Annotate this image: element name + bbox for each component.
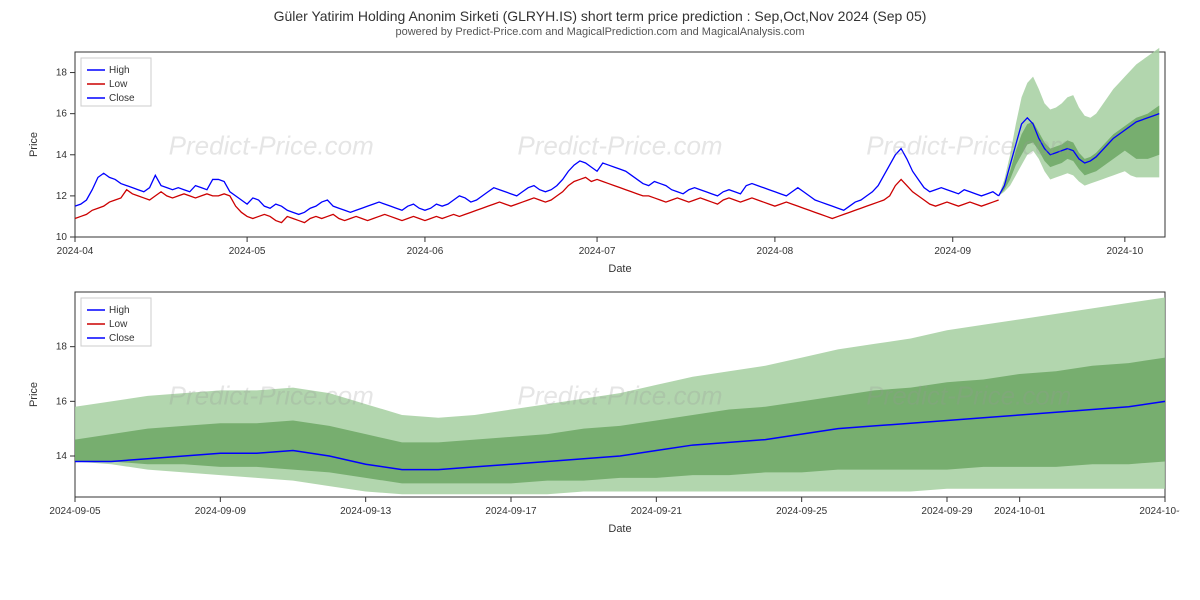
legend-label: Close	[109, 93, 135, 104]
y-axis-label: Price	[28, 382, 40, 407]
x-axis-label: Date	[608, 523, 631, 535]
chart-top: 10 12 14 16 18 2024-04 2024-05 2024-06 2024-07 20…	[20, 42, 1180, 282]
y-tick-label: 10	[56, 232, 68, 243]
y-tick-label: 14	[56, 451, 68, 462]
x-tick-label: 2024-09-09	[195, 506, 247, 517]
chart-bottom-wrap: 14 16 18 2024-09-05 2024-09-09 2024-09-13 2024…	[20, 282, 1180, 542]
y-axis-label: Price	[28, 132, 40, 157]
legend-label: High	[109, 305, 130, 316]
watermark: Predict-Price.com	[517, 381, 722, 411]
y-tick-label: 18	[56, 342, 68, 353]
x-tick-label: 2024-07	[579, 246, 616, 257]
watermark: Predict-Price.com	[169, 381, 374, 411]
watermark: Predict-Price.com	[866, 131, 1071, 161]
chart-title: Güler Yatirim Holding Anonim Sirketi (GL…	[0, 0, 1200, 24]
chart-top-wrap: 10 12 14 16 18 2024-04 2024-05 2024-06 2024-07 20…	[20, 42, 1180, 282]
x-tick-label: 2024-10	[1106, 246, 1143, 257]
legend-label: Close	[109, 333, 135, 344]
x-tick-label: 2024-09-17	[485, 506, 537, 517]
x-tick-label: 2024-09-29	[921, 506, 973, 517]
x-tick-label: 2024-06	[407, 246, 444, 257]
chart-bottom: 14 16 18 2024-09-05 2024-09-09 2024-09-13 2024…	[20, 282, 1180, 542]
y-tick-label: 16	[56, 396, 68, 407]
x-axis-label: Date	[608, 263, 631, 275]
watermark: Predict-Price.com	[866, 381, 1071, 411]
x-tick-label: 2024-08	[757, 246, 794, 257]
y-tick-label: 14	[56, 150, 68, 161]
x-tick-label: 2024-04	[57, 246, 94, 257]
x-tick-label: 2024-09-25	[776, 506, 828, 517]
legend-label: Low	[109, 319, 128, 330]
legend-label: High	[109, 65, 130, 76]
x-tick-label: 2024-09-05	[49, 506, 101, 517]
y-tick-label: 12	[56, 191, 68, 202]
x-tick-label: 2024-09	[934, 246, 971, 257]
watermark: Predict-Price.com	[517, 131, 722, 161]
x-tick-label: 2024-10-05	[1139, 506, 1180, 517]
x-tick-label: 2024-09-21	[631, 506, 683, 517]
x-tick-label: 2024-10-01	[994, 506, 1046, 517]
legend-label: Low	[109, 79, 128, 90]
x-tick-label: 2024-09-13	[340, 506, 392, 517]
y-tick-label: 16	[56, 109, 68, 120]
y-tick-label: 18	[56, 68, 68, 79]
watermark: Predict-Price.com	[169, 131, 374, 161]
chart-subtitle: powered by Predict-Price.com and Magical…	[0, 24, 1200, 42]
x-tick-label: 2024-05	[229, 246, 266, 257]
